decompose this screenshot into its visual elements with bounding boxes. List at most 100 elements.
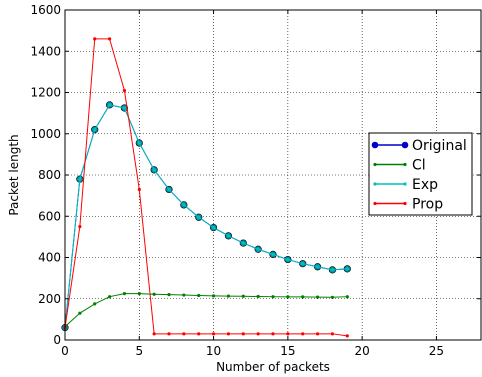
cl-point	[315, 295, 320, 299]
prop-point	[167, 332, 171, 336]
legend-marker	[373, 201, 377, 206]
prop-point	[330, 332, 335, 336]
cl-point	[211, 294, 216, 298]
prop-point	[286, 332, 290, 336]
prop-point	[93, 37, 97, 41]
prop-point	[226, 332, 231, 336]
prop-point	[301, 332, 305, 336]
prop-point	[78, 224, 82, 229]
cl-point	[345, 295, 349, 299]
cl-point	[122, 291, 127, 296]
exp-point	[301, 262, 305, 266]
exp-point	[197, 215, 201, 219]
series-exp	[63, 103, 349, 330]
legend: Original Cl Exp Prop	[368, 132, 473, 216]
cl-point	[93, 302, 97, 306]
legend-item-prop: Prop	[373, 197, 443, 213]
prop-point	[107, 37, 112, 41]
series-layer	[61, 37, 351, 338]
legend-label: Cl	[412, 158, 426, 174]
exp-point	[241, 241, 245, 245]
legend-label: Prop	[412, 197, 443, 213]
exp-point	[93, 128, 97, 132]
y-tick-label: 600	[38, 209, 61, 223]
x-tick-label: 10	[206, 344, 221, 358]
cl-point	[241, 294, 245, 298]
cl-point	[137, 291, 141, 296]
legend-box	[368, 132, 473, 216]
cl-point	[286, 295, 290, 299]
prop-line	[64, 38, 348, 337]
exp-point	[122, 106, 127, 110]
exp-point	[211, 225, 216, 230]
prop-point	[122, 88, 127, 93]
legend-marker	[401, 141, 409, 149]
exp-point	[78, 177, 82, 181]
y-tick-label: 200	[38, 292, 61, 306]
prop-point	[256, 332, 260, 336]
x-tick-label: 15	[280, 344, 295, 358]
exp-point	[315, 265, 320, 269]
legend-item-original: Original	[371, 138, 467, 154]
exp-point	[256, 247, 260, 251]
prop-point	[315, 332, 320, 336]
y-tick-label: 1600	[30, 3, 61, 17]
y-tick-label: 800	[38, 168, 61, 182]
exp-point	[330, 268, 335, 272]
series-prop	[63, 37, 349, 338]
x-tick-label: 20	[355, 344, 370, 358]
cl-point	[182, 293, 186, 297]
y-axis-label: Packet length	[7, 134, 21, 215]
legend-marker	[373, 162, 377, 167]
x-tick-label: 5	[135, 344, 143, 358]
legend-marker	[403, 162, 407, 167]
cl-point	[78, 311, 82, 315]
exp-point	[271, 252, 275, 257]
ticks: 0 5 10 15 20 25 0 200 400 600 800 1000 1200 1400 1600	[30, 3, 481, 358]
x-tick-label: 0	[61, 344, 69, 358]
y-tick-label: 1400	[30, 44, 61, 58]
y-tick-label: 0	[53, 333, 61, 347]
cl-point	[167, 293, 171, 297]
y-tick-label: 1000	[30, 127, 61, 141]
prop-point	[137, 187, 141, 192]
prop-point	[345, 334, 349, 338]
prop-point	[271, 332, 275, 336]
y-tick-label: 400	[38, 251, 61, 265]
legend-marker	[373, 182, 377, 186]
legend-marker	[403, 182, 407, 186]
legend-item-exp: Exp	[373, 177, 438, 193]
legend-marker	[371, 141, 379, 149]
series-cl	[63, 291, 349, 329]
y-tick-label: 1200	[30, 86, 61, 100]
prop-point	[182, 332, 186, 336]
exp-point	[137, 141, 141, 145]
exp-line	[64, 104, 348, 328]
legend-label: Original	[412, 138, 467, 154]
exp-point	[152, 168, 156, 172]
cl-point	[152, 292, 156, 296]
exp-point	[286, 257, 290, 262]
x-tick-label: 25	[429, 344, 444, 358]
legend-label: Exp	[412, 177, 438, 193]
exp-point	[107, 103, 112, 107]
cl-point	[301, 295, 305, 299]
cl-point	[256, 294, 260, 299]
legend-item-cl: Cl	[373, 158, 426, 174]
cl-point	[226, 294, 231, 298]
prop-point	[211, 332, 216, 336]
x-axis-label: Number of packets	[216, 360, 330, 374]
exp-point	[182, 203, 186, 207]
cl-point	[330, 295, 335, 299]
prop-point	[152, 332, 156, 336]
cl-point	[271, 295, 275, 299]
exp-point	[345, 267, 349, 271]
cl-point	[107, 295, 112, 299]
cl-point	[197, 293, 201, 298]
exp-point	[167, 187, 171, 192]
prop-point	[197, 332, 201, 336]
prop-point	[241, 332, 245, 336]
cl-line	[64, 293, 348, 327]
exp-point	[226, 234, 231, 238]
